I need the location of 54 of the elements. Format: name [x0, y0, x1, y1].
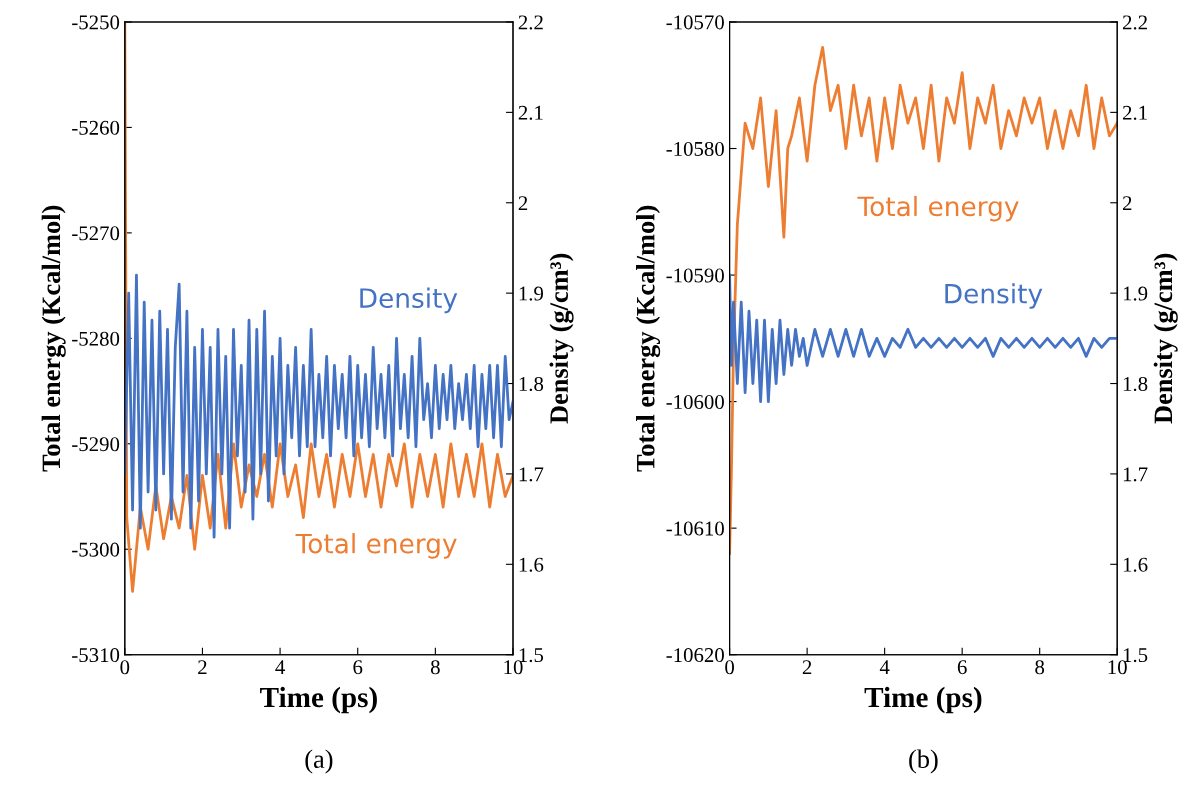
y2-tick-label: 1.7 [1123, 467, 1148, 482]
y-tick-label: -10580 [666, 141, 724, 156]
series-label: Density [945, 283, 1043, 309]
y2-tick-label: 1.6 [1123, 557, 1148, 572]
y-tick-label: -10600 [666, 394, 724, 410]
y2-tick-label: 1.6 [519, 557, 544, 572]
y2-tick-label: 2 [1122, 196, 1132, 210]
y2-tick-label: 2.2 [1122, 15, 1147, 30]
y2-tick-label: 2.2 [518, 15, 543, 30]
y2-tick-label: 1.7 [519, 467, 544, 482]
x-tick-label: 6 [957, 660, 967, 675]
y2-tick-label: 2.1 [518, 105, 543, 120]
y2-tick-label: 1.5 [519, 648, 544, 663]
x-tick-label: 8 [430, 660, 440, 675]
line-series [729, 273, 1118, 403]
y-tick-label: -5260 [72, 120, 120, 135]
x-tick-label: 4 [879, 660, 890, 675]
y-axis-title: Total energy (Kcal/mol) [41, 205, 66, 472]
x-tick-label: 2 [198, 660, 207, 675]
x-tick-label: 0 [725, 660, 735, 675]
x-tick-label: 8 [1035, 660, 1045, 675]
y2-axis-title: Density (g/cm³) [1153, 253, 1178, 424]
x-tick-label: 10 [1108, 660, 1127, 675]
y2-axis-title: Density (g/cm³) [549, 253, 574, 424]
y-tick-label: -5300 [72, 542, 120, 557]
x-tick-label: 10 [504, 660, 523, 675]
y2-tick-label: 1.9 [1123, 286, 1148, 301]
x-tick-label: 6 [353, 660, 363, 675]
text: (a) [305, 749, 333, 774]
y-tick-label: -10590 [666, 268, 724, 283]
x-tick-label: 4 [275, 660, 285, 675]
y-tick-label: -5310 [72, 648, 120, 663]
series-label: Total energy [857, 195, 1019, 222]
y-tick-label: -10610 [666, 521, 724, 536]
text: (b) [909, 749, 938, 774]
y-axis-title: Total energy (Kcal/mol) [636, 205, 661, 472]
y-tick-label: -5270 [72, 226, 120, 241]
y-tick-label: -10620 [666, 648, 724, 663]
x-axis-title: Time (ps) [260, 686, 377, 714]
x-tick-label: 0 [120, 660, 130, 675]
y2-tick-label: 1.9 [519, 286, 544, 301]
series-label: Density [360, 287, 458, 314]
y-tick-label: -5280 [72, 331, 120, 346]
y2-tick-label: 1.8 [1123, 376, 1148, 392]
y-tick-label: -10570 [666, 15, 724, 30]
y2-tick-label: 2 [518, 196, 528, 210]
y-tick-label: -5290 [72, 437, 120, 452]
y2-tick-label: 1.8 [519, 376, 544, 392]
series-label: Total energy [295, 533, 457, 559]
x-tick-label: 2 [802, 660, 812, 675]
x-axis-title: Time (ps) [864, 686, 982, 714]
y2-tick-label: 2.1 [1122, 105, 1147, 120]
line-series [729, 45, 1118, 555]
y-tick-label: -5250 [72, 15, 120, 30]
